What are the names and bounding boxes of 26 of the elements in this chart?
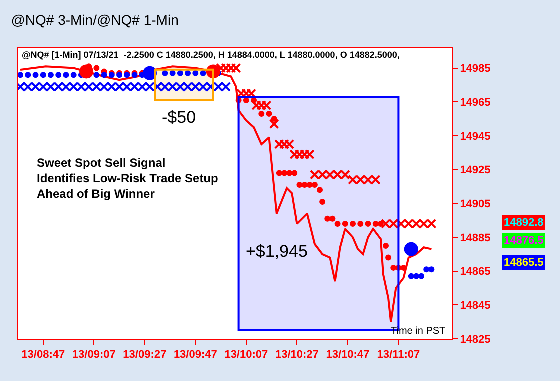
y-tick-label: 14825 — [460, 334, 491, 346]
x-tick-label: 13/11:07 — [377, 349, 420, 362]
chart-subtitle: @NQ# [1-Min] 07/13/21 -2.2500 C 14880.2500, H 14884.0000, L 14880.0000, O 14882.5000, — [22, 50, 400, 60]
x-tick-label: 13/09:27 — [123, 349, 167, 362]
annotation: Sweet Spot Sell Signal Identifies Low-Risk Trade Setup Ahead of Big Winner — [37, 156, 218, 202]
band-label: -$50 — [162, 108, 196, 127]
y-tick-label: 14925 — [460, 164, 491, 177]
annotation: Time in PST — [391, 326, 446, 337]
chart-title: @NQ# 3-Min/@NQ# 1-Min — [11, 12, 179, 28]
y-tick-label: 14945 — [460, 130, 491, 143]
y-tick-label: 14865 — [460, 266, 491, 278]
band-label: +$1,945 — [246, 242, 308, 261]
text: 14892.8 — [504, 217, 544, 229]
y-tick-label: 14985 — [460, 63, 491, 76]
x-tick-label: 13/09:47 — [174, 349, 218, 362]
x-tick-label: 13/10:07 — [224, 349, 268, 362]
x-tick-label: 13/09:07 — [72, 349, 116, 362]
text: 14876.5 — [504, 235, 544, 247]
y-tick-label: 14905 — [460, 198, 491, 210]
x-tick-label: 13/08:47 — [22, 349, 66, 362]
x-tick-label: 13/10:27 — [275, 349, 319, 362]
x-tick-label: 13/10:47 — [326, 349, 370, 362]
y-tick-label: 14965 — [460, 96, 491, 109]
y-tick-label: 14845 — [460, 300, 491, 312]
y-tick-label: 14885 — [460, 232, 491, 244]
text: 14865.5 — [504, 257, 544, 269]
